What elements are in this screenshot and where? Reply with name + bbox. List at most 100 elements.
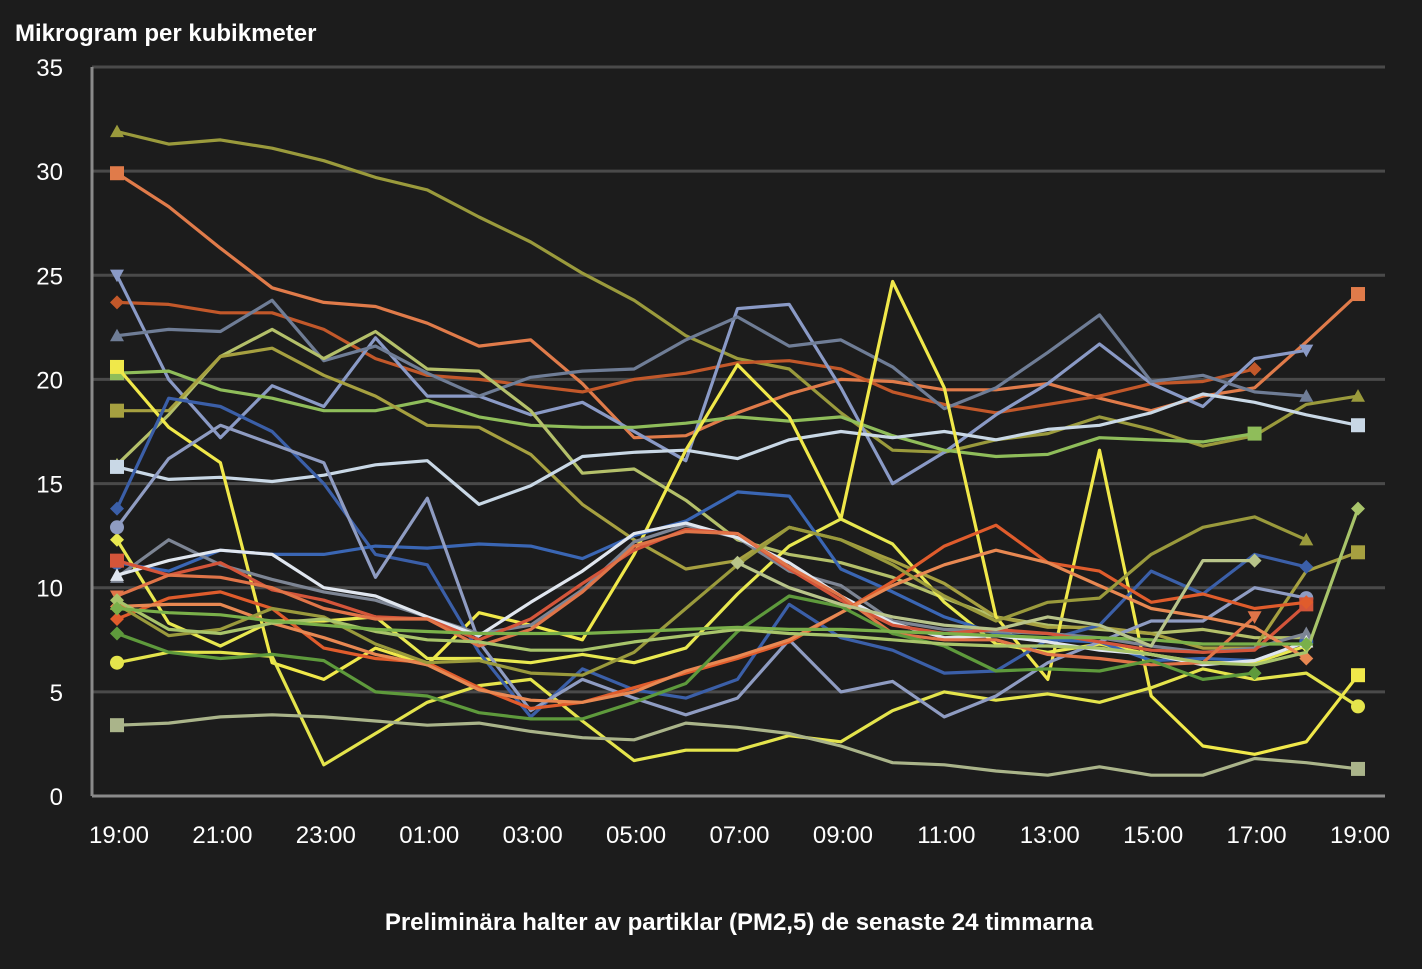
series-path [115, 130, 1360, 454]
series-marker [110, 520, 124, 535]
x-tick-label: 23:00 [296, 822, 356, 849]
series-marker [110, 295, 124, 310]
series-path [115, 273, 1308, 486]
series-marker [1247, 666, 1262, 681]
series-marker [1299, 532, 1314, 546]
series-marker [110, 124, 124, 138]
series-line-9 [110, 279, 1365, 756]
x-tick-label: 19:00 [1330, 822, 1390, 849]
series-marker [110, 403, 124, 418]
series-marker [110, 601, 124, 616]
series-path [115, 171, 1360, 440]
series-marker [110, 568, 124, 581]
y-axis-title: Mikrogram per kubikmeter [15, 20, 316, 47]
series-marker [1351, 761, 1365, 776]
series-marker [1299, 595, 1314, 610]
series-line-0 [110, 124, 1365, 454]
series-marker [1299, 636, 1314, 651]
series-marker [1351, 389, 1365, 402]
series-marker [1299, 626, 1314, 640]
series-line-19 [110, 523, 1314, 711]
series-marker [1247, 611, 1262, 624]
series-marker [1299, 651, 1314, 666]
series-path [115, 507, 1360, 667]
series-marker [730, 555, 745, 570]
series-line-4 [110, 298, 1314, 411]
y-tick-label: 30 [36, 159, 63, 186]
series-path [115, 279, 1360, 756]
y-tick-label: 0 [50, 784, 63, 811]
series-line-2 [110, 295, 1262, 415]
series-marker [110, 626, 124, 641]
x-tick-label: 15:00 [1123, 822, 1183, 849]
series-path [115, 490, 1308, 663]
series-path [115, 396, 1308, 719]
x-tick-label: 03:00 [503, 822, 563, 849]
series-line-12 [110, 396, 1314, 719]
series-line-1 [110, 166, 1365, 440]
x-tick-label: 01:00 [399, 822, 459, 849]
series-path [115, 300, 1257, 415]
series-marker [110, 328, 124, 342]
series-path [115, 594, 1257, 721]
series-path [115, 650, 1360, 767]
series-marker [110, 166, 124, 181]
y-tick-label: 25 [36, 263, 63, 290]
series-line-26 [730, 553, 1262, 648]
series-marker [1247, 553, 1262, 568]
series-marker [1351, 545, 1365, 560]
series-marker [110, 593, 124, 608]
x-tick-label: 11:00 [917, 822, 975, 849]
x-tick-label: 21:00 [192, 822, 252, 849]
series-line-25 [110, 713, 1365, 777]
series-marker [1351, 287, 1365, 302]
series-path [115, 369, 1257, 459]
series-path [115, 713, 1360, 777]
y-tick-labels: 0 5 10 15 20 25 30 35 [36, 55, 63, 811]
series-line-23 [110, 501, 1365, 667]
series-marker [1247, 362, 1262, 377]
series-marker [1299, 344, 1314, 358]
series-path [115, 529, 1257, 667]
series-marker [1351, 668, 1365, 683]
x-tick-label: 05:00 [606, 822, 666, 849]
series-line-24 [110, 601, 1314, 651]
x-tick-label: 09:00 [813, 822, 873, 849]
y-tick-label: 20 [36, 367, 63, 394]
x-tick-labels: 19:00 21:00 23:00 01:00 03:00 05:00 07:00 09:00… [89, 822, 1390, 849]
series-path [115, 298, 1308, 411]
y-tick-label: 15 [36, 472, 63, 499]
series-marker [110, 611, 124, 626]
chart-caption: Preliminära halter av partiklar (PM2,5) … [385, 909, 1094, 936]
series-line-13 [110, 490, 1314, 663]
series-lines [110, 124, 1365, 777]
series-marker [110, 532, 124, 547]
series-marker [1247, 426, 1262, 441]
series-marker [110, 655, 124, 670]
x-tick-label: 13:00 [1020, 822, 1080, 849]
series-marker [1299, 389, 1314, 402]
series-path [115, 606, 1308, 646]
y-tick-label: 5 [50, 680, 63, 707]
series-marker [1351, 501, 1365, 516]
series-marker [1299, 559, 1314, 574]
series-line-10 [110, 650, 1365, 767]
series-marker [110, 501, 124, 516]
series-line-3 [110, 269, 1314, 486]
series-path [115, 392, 1360, 506]
y-tick-label: 35 [36, 55, 63, 82]
series-line-22 [110, 594, 1262, 721]
series-path [115, 523, 1308, 711]
y-tick-label: 10 [36, 576, 63, 603]
series-path [115, 515, 1308, 677]
series-marker [110, 718, 124, 733]
series-marker [1351, 699, 1365, 714]
series-marker [110, 459, 124, 474]
gridlines [92, 65, 1385, 694]
x-tick-label: 07:00 [709, 822, 769, 849]
series-marker [110, 269, 124, 283]
x-tick-label: 17:00 [1227, 822, 1287, 849]
series-marker [110, 553, 124, 568]
x-tick-label: 19:00 [89, 822, 149, 849]
